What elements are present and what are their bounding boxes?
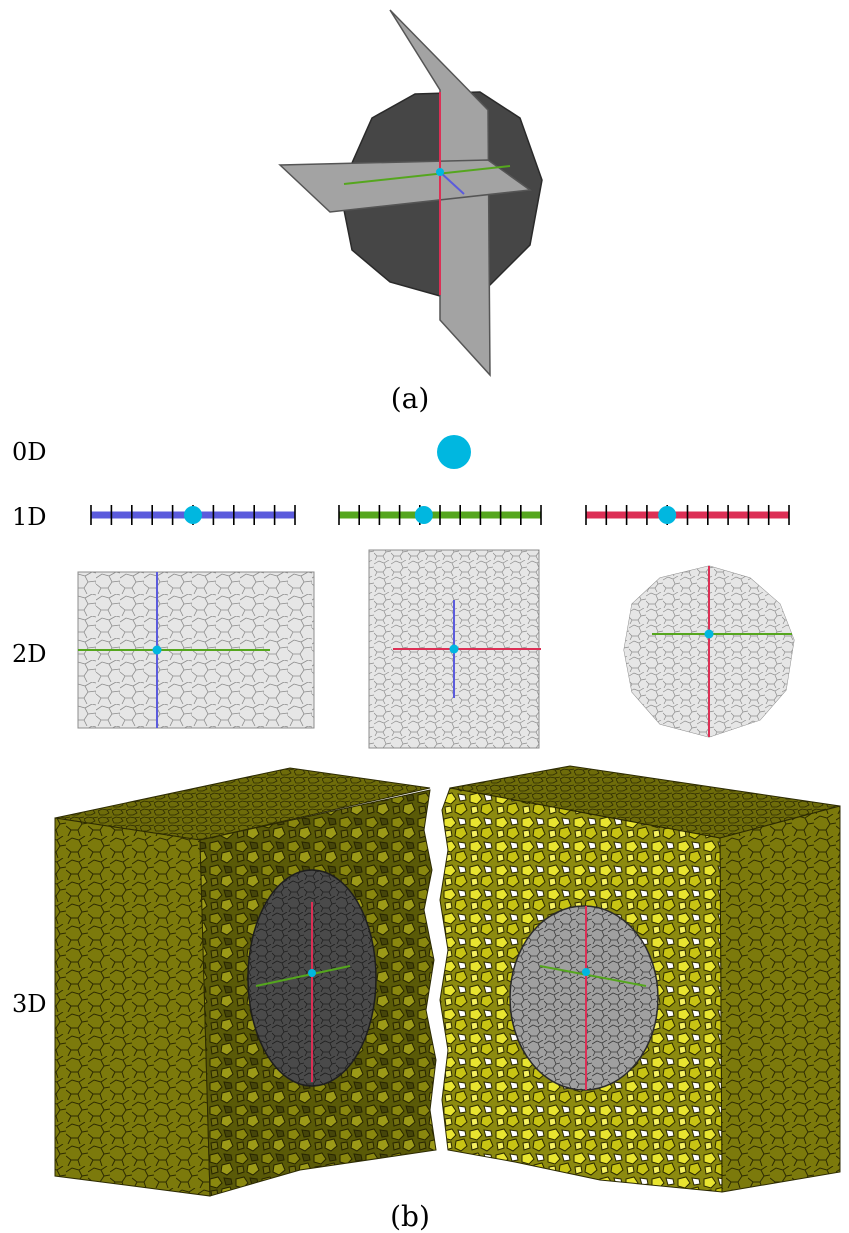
- block-3d-left: [54, 767, 437, 1197]
- block-left-green-line: [255, 965, 351, 987]
- blue-segment-dot: [184, 506, 202, 524]
- row-label-0d: 0D: [12, 438, 47, 466]
- mesh-2d-circle-dot: [704, 629, 714, 639]
- mesh-2d-rectangle: [77, 571, 315, 729]
- blue-axis-line: [439, 171, 465, 195]
- red-segment: [585, 505, 790, 525]
- mesh-2d-circle: [623, 565, 795, 738]
- green-axis-line: [343, 165, 511, 185]
- mesh-2d-square: [368, 549, 541, 749]
- mesh-2d-rect-dot: [152, 645, 162, 655]
- block-right-dot: [582, 968, 590, 976]
- intersection-dot: [436, 168, 444, 176]
- row-label-1d: 1D: [12, 503, 47, 531]
- mesh-2d-square-dot: [449, 644, 459, 654]
- node-0d-dot: [437, 435, 471, 469]
- block-right-green-line: [539, 965, 647, 987]
- red-segment-dot: [658, 506, 677, 524]
- block-right-side-face: [719, 805, 841, 1193]
- panel-a-illustration: [278, 9, 543, 377]
- green-segment-dot: [414, 506, 433, 524]
- blue-segment: [90, 505, 296, 525]
- row-label-3d: 3D: [12, 990, 47, 1018]
- block-left-front-face: [54, 817, 211, 1197]
- block-left-dot: [308, 969, 316, 977]
- row-label-2d: 2D: [12, 640, 47, 668]
- green-segment: [338, 505, 542, 525]
- caption-b: (b): [390, 1200, 430, 1233]
- caption-a: (a): [391, 382, 430, 415]
- block-3d-right: [439, 765, 841, 1193]
- block-right-disc: [509, 905, 659, 1091]
- horizontal-plane: [278, 159, 533, 213]
- one-d-segments: [90, 505, 790, 525]
